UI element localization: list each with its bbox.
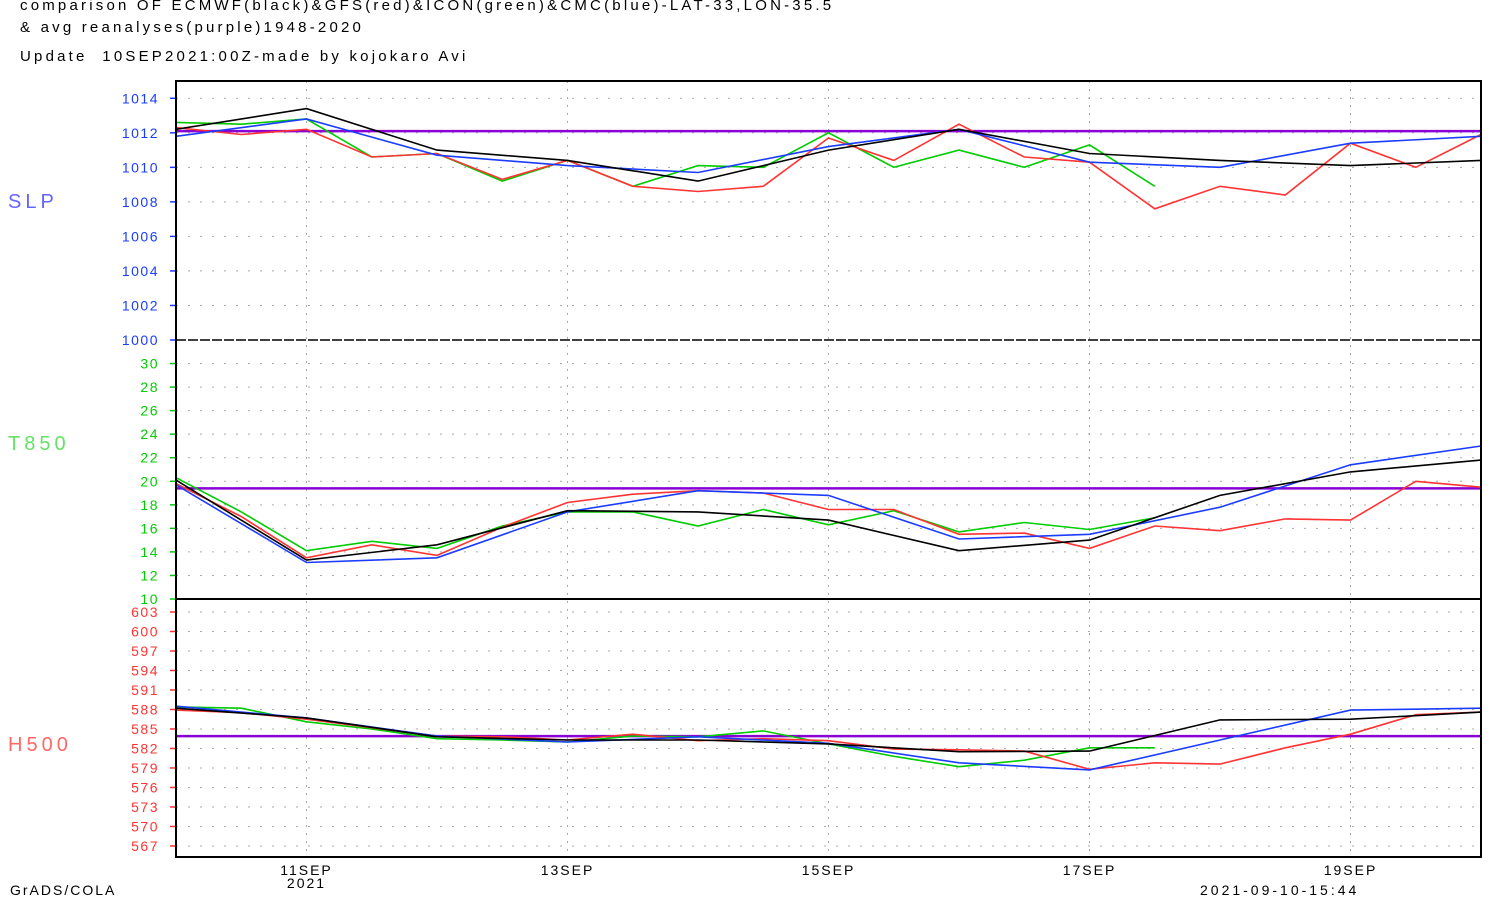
plot-frame xyxy=(175,80,1482,858)
y-tick-label: 22 xyxy=(140,450,159,466)
y-tick-label: 10 xyxy=(140,591,159,607)
y-tick-label: 597 xyxy=(131,643,159,659)
series-line-ecmwf xyxy=(175,459,1482,561)
y-tick-label: 1012 xyxy=(122,125,159,141)
x-tick-label: 13SEP xyxy=(541,862,595,878)
y-tick-label: 26 xyxy=(140,403,159,419)
series-line-cmc xyxy=(175,445,1482,564)
y-tick-label: 1008 xyxy=(122,194,159,210)
y-tick-label: 576 xyxy=(131,779,159,795)
series-line-gfs xyxy=(175,123,1482,210)
x-tick-label: 17SEP xyxy=(1063,862,1117,878)
y-tick-label: 582 xyxy=(131,740,159,756)
update-line: Update 10SEP2021:00Z-made by kojokaro Av… xyxy=(20,48,469,65)
y-tick-label: 30 xyxy=(140,356,159,372)
footer-left: GrADS/COLA xyxy=(10,882,117,898)
y-tick-label: 600 xyxy=(131,623,159,639)
series-line-gfs xyxy=(175,480,1482,559)
panel-label-h500: H500 xyxy=(8,734,72,756)
y-tick-label: 579 xyxy=(131,760,159,776)
y-tick-label: 1000 xyxy=(122,332,159,348)
y-tick-label: 573 xyxy=(131,799,159,815)
y-tick-label: 12 xyxy=(140,567,159,583)
y-tick-label: 1004 xyxy=(122,263,159,279)
y-tick-label: 570 xyxy=(131,818,159,834)
x-tick-sublabel: 2021 xyxy=(287,875,326,891)
series-line-ecmwf xyxy=(175,107,1482,182)
series-line-ecmwf xyxy=(175,707,1482,753)
y-tick-label: 20 xyxy=(140,473,159,489)
y-tick-label: 24 xyxy=(140,426,159,442)
y-tick-label: 1010 xyxy=(122,159,159,175)
series-line-icon xyxy=(175,706,1155,768)
x-tick-label: 15SEP xyxy=(802,862,856,878)
title-line-1: comparison OF ECMWF(black)&GFS(red)&ICON… xyxy=(20,0,835,14)
footer-right: 2021-09-10-15:44 xyxy=(1200,882,1360,898)
y-tick-label: 1006 xyxy=(122,228,159,244)
panel-label-t850: T850 xyxy=(8,433,70,455)
y-tick-label: 591 xyxy=(131,682,159,698)
y-tick-label: 18 xyxy=(140,497,159,513)
y-tick-label: 28 xyxy=(140,379,159,395)
y-tick-label: 594 xyxy=(131,662,159,678)
y-tick-label: 14 xyxy=(140,544,159,560)
series-line-cmc xyxy=(175,118,1482,174)
y-tick-label: 603 xyxy=(131,604,159,620)
x-tick-label: 11SEP xyxy=(280,862,333,878)
y-tick-label: 16 xyxy=(140,520,159,536)
y-tick-label: 585 xyxy=(131,721,159,737)
series-line-icon xyxy=(175,476,1155,552)
y-tick-label: 1002 xyxy=(122,297,159,313)
title-line-2: & avg reanalyses(purple)1948-2020 xyxy=(20,19,365,36)
y-tick-label: 1014 xyxy=(122,90,159,106)
y-tick-label: 588 xyxy=(131,701,159,717)
panel-label-slp: SLP xyxy=(8,191,58,213)
y-tick-label: 567 xyxy=(131,838,159,854)
x-tick-label: 19SEP xyxy=(1324,862,1378,878)
